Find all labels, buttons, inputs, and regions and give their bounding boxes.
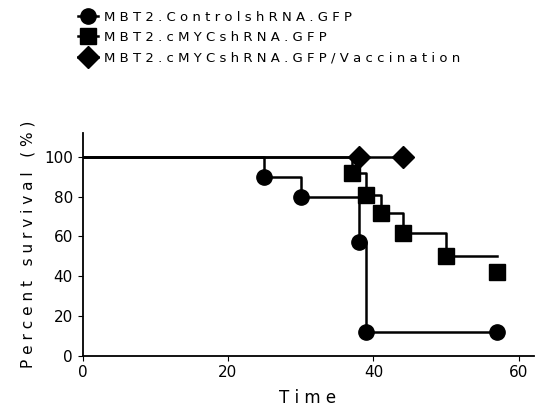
Legend: M B T 2 . C o n t r o l s h R N A . G F P, M B T 2 . c M Y C s h R N A . G F P, : M B T 2 . C o n t r o l s h R N A . G F … [78,11,461,64]
X-axis label: T i m e: T i m e [279,389,337,404]
Y-axis label: P e r c e n t   s u r v i v a l   ( % ): P e r c e n t s u r v i v a l ( % ) [20,121,36,368]
